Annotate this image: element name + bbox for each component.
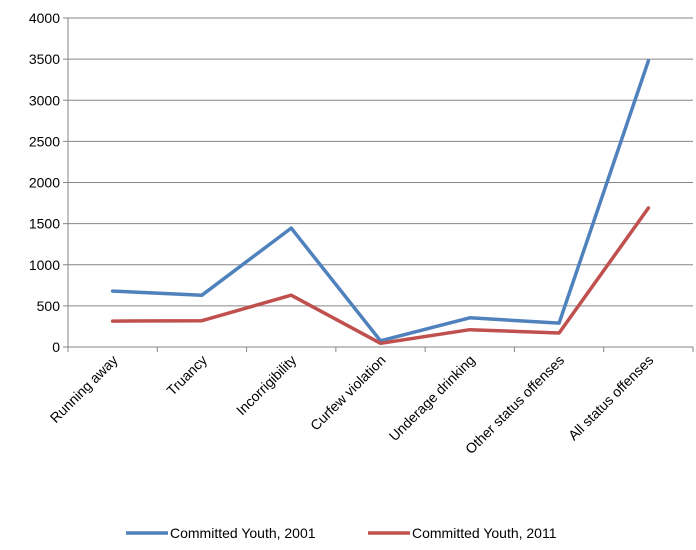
legend-label-1: Committed Youth, 2001 (170, 525, 316, 541)
y-tick-label: 1500 (29, 216, 60, 232)
x-tick-label: Underage drinking (386, 352, 478, 444)
y-tick-label: 3000 (29, 92, 60, 108)
x-tick-label: Truancy (163, 352, 210, 399)
gridlines (68, 17, 693, 307)
series-line-1 (110, 59, 651, 343)
y-tick-label: 2000 (29, 175, 60, 191)
y-axis-ticks: 0 500 1000 1500 2000 2500 3000 3500 4000 (29, 10, 68, 355)
x-tick-label: Running away (47, 352, 121, 426)
y-tick-label: 1000 (29, 257, 60, 273)
x-tick-label: Curfew violation (307, 352, 389, 434)
y-tick-label: 2500 (29, 133, 60, 149)
x-tick-label: Incorrigibility (233, 352, 299, 418)
x-axis-ticks: Running away Truancy Incorrigibility Curfew… (47, 347, 694, 457)
series-line-2 (110, 206, 651, 346)
y-tick-label: 4000 (29, 10, 60, 26)
y-tick-label: 500 (37, 298, 61, 314)
y-tick-label: 3500 (29, 51, 60, 67)
x-tick-label: Other status offenses (462, 352, 567, 457)
legend-label-2: Committed Youth, 2011 (412, 525, 557, 541)
x-tick-label: All status offenses (565, 352, 656, 443)
legend: Committed Youth, 2001 Committed Youth, 20… (126, 525, 557, 541)
y-tick-label: 0 (52, 339, 60, 355)
series-lines (110, 59, 651, 346)
